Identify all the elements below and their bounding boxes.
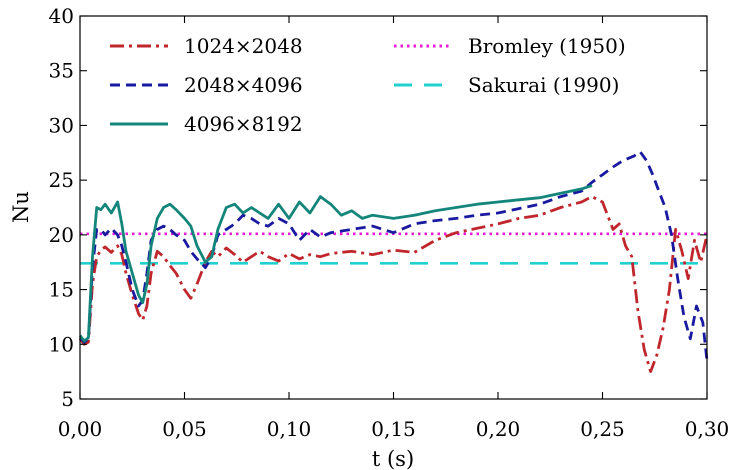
legend-label-sakurai: Sakurai (1990) bbox=[468, 73, 619, 97]
x-tick-label: 0,10 bbox=[267, 417, 312, 441]
legend-label-4096x8192: 4096×8192 bbox=[184, 112, 303, 136]
x-tick-label: 0,00 bbox=[58, 417, 103, 441]
legend: 1024×2048 2048×4096 4096×8192 Bromley (1… bbox=[110, 34, 626, 136]
y-tick-label: 10 bbox=[49, 332, 74, 356]
x-axis-label: t (s) bbox=[372, 447, 414, 470]
tick-layer: 0,00 0,05 0,10 0,15 0,20 0,25 0,30 5 10 15 20 25 30 3… bbox=[49, 4, 730, 441]
y-tick-label: 20 bbox=[49, 223, 74, 247]
y-axis-label: Nu bbox=[9, 191, 33, 223]
legend-label-2048x4096: 2048×4096 bbox=[184, 73, 303, 97]
x-tick-label: 0,05 bbox=[162, 417, 207, 441]
y-tick-label: 25 bbox=[49, 168, 74, 192]
x-tick-label: 0,15 bbox=[371, 417, 416, 441]
x-tick-label: 0,20 bbox=[476, 417, 521, 441]
series-line-1024-2048 bbox=[78, 195, 709, 374]
series-layer bbox=[78, 150, 709, 374]
y-tick-label: 35 bbox=[49, 59, 74, 83]
y-tick-label: 30 bbox=[49, 113, 74, 137]
y-tick-label: 40 bbox=[49, 4, 74, 28]
series-line-4096-8192 bbox=[78, 184, 593, 343]
legend-label-bromley: Bromley (1950) bbox=[468, 34, 626, 58]
legend-label-1024x2048: 1024×2048 bbox=[184, 34, 303, 58]
x-tick-label: 0,25 bbox=[580, 417, 625, 441]
y-tick-label: 5 bbox=[61, 387, 74, 411]
x-tick-label: 0,30 bbox=[685, 417, 730, 441]
y-tick-label: 15 bbox=[49, 278, 74, 302]
